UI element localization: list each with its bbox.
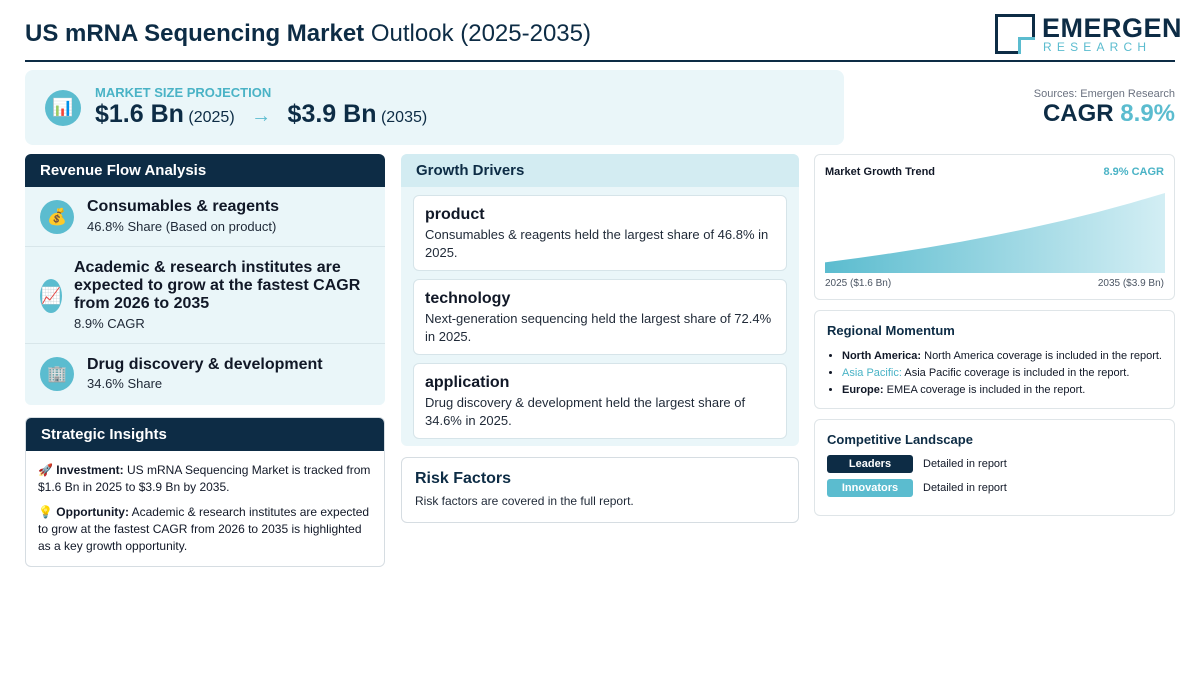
driver-text: Consumables & reagents held the largest … (425, 227, 769, 260)
driver-title: technology (425, 290, 511, 307)
projection-label: MARKET SIZE PROJECTION (95, 85, 272, 100)
title-rest: Outlook (2025-2035) (370, 20, 591, 47)
investment-text: US mRNA Sequencing Market is tracked fro… (38, 463, 371, 494)
competitive-landscape-card: Competitive Landscape Leaders Detailed i… (814, 419, 1175, 516)
cagr-value: 8.9% (1120, 100, 1175, 127)
regional-momentum-title: Regional Momentum (827, 323, 955, 338)
innovators-text: Detailed in report (923, 482, 1007, 494)
revenue-item: 📈 Academic & research institutes are exp… (25, 247, 385, 344)
title-bold: US mRNA Sequencing Market (25, 20, 365, 47)
arrow-right-icon: → (251, 105, 272, 127)
leaders-text: Detailed in report (923, 458, 1007, 470)
risk-factors-card: Risk Factors Risk factors are covered in… (401, 457, 799, 523)
opportunity-label: Opportunity: (56, 505, 129, 519)
start-year: (2025) (188, 109, 235, 126)
revenue-flow-title: Revenue Flow Analysis (25, 154, 385, 187)
logo-mark-icon (995, 14, 1035, 54)
driver-item: application Drug discovery & development… (413, 363, 787, 439)
trend-area-chart (825, 193, 1165, 273)
lightbulb-icon: 💡 (38, 505, 53, 519)
driver-text: Next-generation sequencing held the larg… (425, 311, 772, 344)
leaders-badge: Leaders (827, 455, 913, 473)
region-text: North America coverage is included in th… (924, 350, 1162, 362)
projection-values: $1.6 Bn (2025) → $3.9 Bn (2035) (95, 100, 427, 129)
region-list: North America: North America coverage is… (842, 348, 1170, 399)
region-name: North America: (842, 350, 922, 362)
revenue-item: 🏢 Drug discovery & development 34.6% Sha… (25, 344, 385, 405)
page-header: US mRNA Sequencing Market Outlook (2025-… (25, 13, 1182, 62)
region-name: Asia Pacific: (842, 367, 902, 379)
revenue-item-title: Drug discovery & development (87, 356, 323, 373)
revenue-flow-card: Revenue Flow Analysis 💰 Consumables & re… (25, 154, 385, 405)
strategic-insights-card: Strategic Insights 🚀 Investment: US mRNA… (25, 417, 385, 567)
rocket-icon: 🚀 (38, 463, 53, 477)
region-item: Asia Pacific: Asia Pacific coverage is i… (842, 365, 1170, 382)
market-growth-trend-card: Market Growth Trend 8.9% CAGR 2025 ($1.6… (814, 154, 1175, 300)
investment-insight: 🚀 Investment: US mRNA Sequencing Market … (38, 462, 374, 496)
market-size-projection: 📊 MARKET SIZE PROJECTION $1.6 Bn (2025) … (25, 70, 844, 145)
logo-main-text: EMERGEN (1042, 13, 1183, 43)
end-value: $3.9 Bn (287, 100, 377, 128)
competitive-landscape-title: Competitive Landscape (827, 432, 973, 447)
money-bag-icon: 💰 (40, 200, 74, 234)
building-icon: 🏢 (40, 357, 74, 391)
cagr-label: CAGR (1042, 100, 1114, 127)
driver-title: application (425, 374, 510, 391)
driver-item: technology Next-generation sequencing he… (413, 279, 787, 355)
logo-sub-text: RESEARCH (1043, 40, 1152, 54)
region-text: Asia Pacific coverage is included in the… (904, 367, 1130, 379)
innovators-badge: Innovators (827, 479, 913, 497)
revenue-list: 💰 Consumables & reagents 46.8% Share (Ba… (25, 187, 385, 405)
cagr-summary: CAGR 8.9% (1043, 100, 1175, 128)
risk-factors-text: Risk factors are covered in the full rep… (415, 494, 634, 508)
trend-title: Market Growth Trend (825, 166, 936, 178)
regional-momentum-card: Regional Momentum North America: North A… (814, 310, 1175, 409)
investment-label: Investment: (56, 463, 124, 477)
trend-area (825, 193, 1165, 273)
region-item: Europe: EMEA coverage is included in the… (842, 382, 1170, 399)
trend-start-label: 2025 ($1.6 Bn) (825, 278, 892, 289)
growth-drivers-card: Growth Drivers product Consumables & rea… (401, 154, 799, 446)
page-title: US mRNA Sequencing Market Outlook (2025-… (25, 20, 591, 48)
end-year: (2035) (380, 109, 428, 126)
growth-drivers-title: Growth Drivers (401, 154, 799, 187)
revenue-item-sub: 34.6% Share (87, 376, 163, 391)
region-text: EMEA coverage is included in the report. (886, 384, 1086, 396)
opportunity-insight: 💡 Opportunity: Academic & research insti… (38, 504, 374, 555)
trend-cagr: 8.9% CAGR (1103, 166, 1164, 178)
emergen-logo: EMERGEN RESEARCH (995, 13, 1182, 56)
revenue-item-title: Consumables & reagents (87, 198, 280, 215)
strategic-insights-title: Strategic Insights (26, 418, 384, 451)
revenue-item: 💰 Consumables & reagents 46.8% Share (Ba… (25, 187, 385, 247)
opportunity-text: Academic & research institutes are expec… (38, 505, 370, 553)
revenue-item-sub: 8.9% CAGR (74, 316, 145, 331)
revenue-item-title: Academic & research institutes are expec… (74, 259, 361, 312)
trend-up-icon: 📈 (40, 279, 62, 313)
driver-text: Drug discovery & development held the la… (425, 395, 746, 428)
driver-title: product (425, 206, 485, 223)
bar-chart-icon: 📊 (45, 90, 81, 126)
risk-factors-title: Risk Factors (415, 470, 512, 487)
revenue-item-sub: 46.8% Share (Based on product) (87, 219, 277, 234)
driver-item: product Consumables & reagents held the … (413, 195, 787, 271)
source-note: Sources: Emergen Research (1033, 88, 1175, 100)
trend-end-label: 2035 ($3.9 Bn) (1097, 278, 1164, 289)
region-name: Europe: (842, 384, 884, 396)
region-item: North America: North America coverage is… (842, 348, 1170, 365)
start-value: $1.6 Bn (95, 100, 184, 128)
